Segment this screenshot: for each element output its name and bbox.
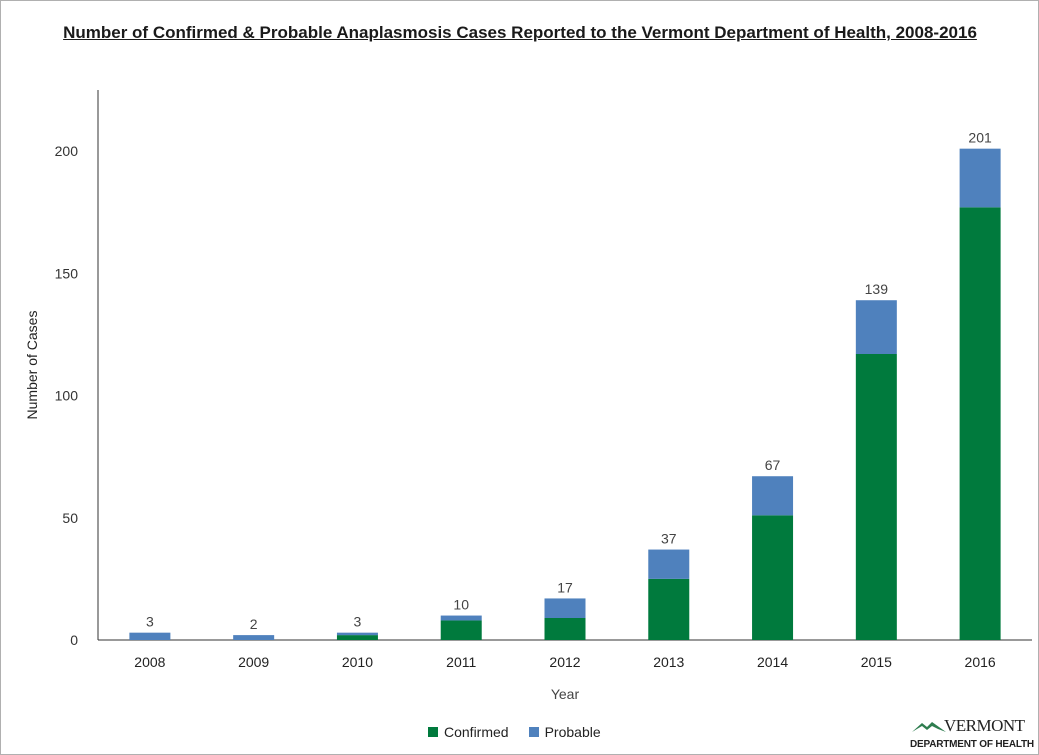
bar-confirmed-2016 — [959, 207, 1001, 641]
x-tick-label-2013: 2013 — [653, 654, 684, 670]
legend-label-probable: Probable — [544, 724, 601, 740]
x-tick-label-2010: 2010 — [342, 654, 373, 670]
x-tick-label-2008: 2008 — [134, 654, 165, 670]
data-label-2012: 17 — [557, 579, 573, 595]
bar-confirmed-2010 — [336, 635, 378, 640]
bar-probable-2010 — [336, 632, 378, 636]
data-label-2008: 3 — [146, 614, 154, 630]
x-tick-label-2011: 2011 — [446, 654, 476, 670]
x-tick-label-2015: 2015 — [861, 654, 892, 670]
bar-probable-2011 — [440, 615, 482, 621]
x-tick-label-2012: 2012 — [549, 654, 580, 670]
legend-swatch-probable — [528, 727, 539, 737]
data-label-2011: 10 — [453, 597, 469, 613]
data-label-2009: 2 — [250, 616, 258, 632]
data-label-2015: 139 — [865, 281, 889, 297]
y-tick-label-0: 0 — [70, 632, 78, 648]
data-label-2016: 201 — [968, 130, 992, 146]
bar-probable-2014 — [752, 476, 794, 516]
data-label-2013: 37 — [661, 531, 677, 547]
x-tick-label-2016: 2016 — [965, 654, 996, 670]
data-label-2010: 3 — [354, 614, 362, 630]
bar-probable-2015 — [855, 300, 897, 354]
data-label-2014: 67 — [765, 457, 781, 473]
bar-probable-2013 — [648, 549, 690, 579]
bar-probable-2009 — [233, 635, 275, 640]
legend-item-probable: Probable — [528, 724, 601, 740]
legend: Confirmed Probable — [428, 724, 621, 740]
logo-text-vermont: VERMONT — [944, 716, 1025, 735]
legend-item-confirmed: Confirmed — [428, 724, 509, 740]
vermont-health-logo: VERMONT DEPARTMENT OF HEALTH — [902, 716, 1034, 752]
y-tick-label-50: 50 — [62, 510, 78, 526]
legend-swatch-confirmed — [428, 727, 438, 737]
chart-title: Number of Confirmed & Probable Anaplasmo… — [63, 23, 977, 42]
bar-probable-2016 — [959, 148, 1001, 208]
bar-confirmed-2013 — [648, 578, 690, 640]
mountain-icon — [912, 722, 946, 732]
bar-probable-2012 — [544, 598, 586, 618]
bar-confirmed-2014 — [752, 515, 794, 640]
y-tick-label-100: 100 — [55, 388, 79, 404]
logo-text-department: DEPARTMENT OF HEALTH — [910, 739, 1034, 750]
x-tick-label-2009: 2009 — [238, 654, 269, 670]
bar-confirmed-2011 — [440, 620, 482, 640]
bar-probable-2008 — [129, 632, 171, 640]
bar-confirmed-2015 — [855, 354, 897, 640]
bar-confirmed-2012 — [544, 618, 586, 640]
y-tick-label-200: 200 — [55, 143, 79, 159]
y-tick-label-150: 150 — [55, 265, 79, 281]
y-axis-label: Number of Cases — [24, 311, 40, 420]
x-tick-label-2014: 2014 — [757, 654, 788, 670]
legend-label-confirmed: Confirmed — [444, 724, 509, 740]
x-axis-label: Year — [551, 686, 580, 702]
